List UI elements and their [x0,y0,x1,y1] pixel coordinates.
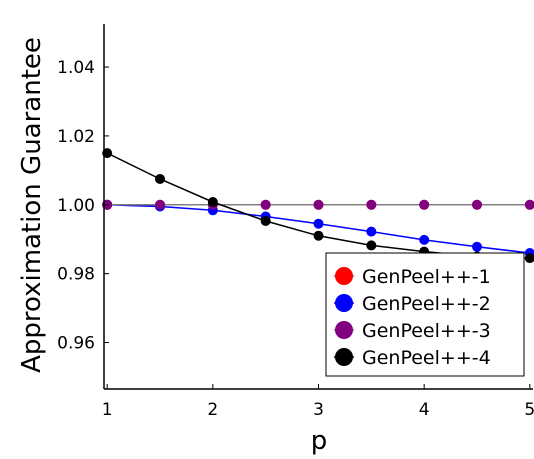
ticks-layer: 1 2 3 4 5 0.96 0.98 1.00 1.02 1.04 [57,58,534,420]
data-point [471,199,482,210]
data-point [313,230,324,241]
x-axis-label: p [311,426,328,456]
data-point [524,199,534,210]
legend-label: GenPeel++-4 [362,347,491,369]
y-tick-label: 1.00 [57,196,95,216]
data-point [207,197,218,208]
data-point [366,240,377,251]
data-point [155,199,166,210]
data-point [313,218,324,229]
data-point [260,199,271,210]
legend-marker [335,267,353,285]
data-point [155,173,166,184]
legend: GenPeel++-1 GenPeel++-2 GenPeel++-3 GenPeel… [325,252,525,377]
data-point [313,199,324,210]
x-tick-label: 4 [419,400,430,420]
data-point [471,241,482,252]
x-tick-label: 2 [207,400,218,420]
y-tick-label: 0.96 [57,334,95,354]
legend-box [325,252,525,377]
data-point [524,253,534,264]
legend-label: GenPeel++-3 [362,320,491,342]
y-tick-label: 1.02 [57,127,95,147]
x-tick-label: 5 [524,400,534,420]
legend-marker [335,348,353,366]
series-layer [102,148,534,264]
legend-marker [335,321,353,339]
series-line [107,204,530,254]
legend-marker [335,294,353,312]
data-point [366,226,377,237]
y-axis-label: Approximation Guarantee [17,37,47,373]
y-tick-label: 1.04 [57,58,95,78]
y-tick-label: 0.98 [57,265,95,285]
data-point [419,234,430,245]
data-point [260,215,271,226]
data-point [419,199,430,210]
series-3 [102,199,534,210]
data-point [366,199,377,210]
legend-label: GenPeel++-1 [362,266,491,288]
legend-label: GenPeel++-2 [362,293,491,315]
x-tick-label: 1 [102,400,113,420]
x-tick-label: 3 [313,400,324,420]
